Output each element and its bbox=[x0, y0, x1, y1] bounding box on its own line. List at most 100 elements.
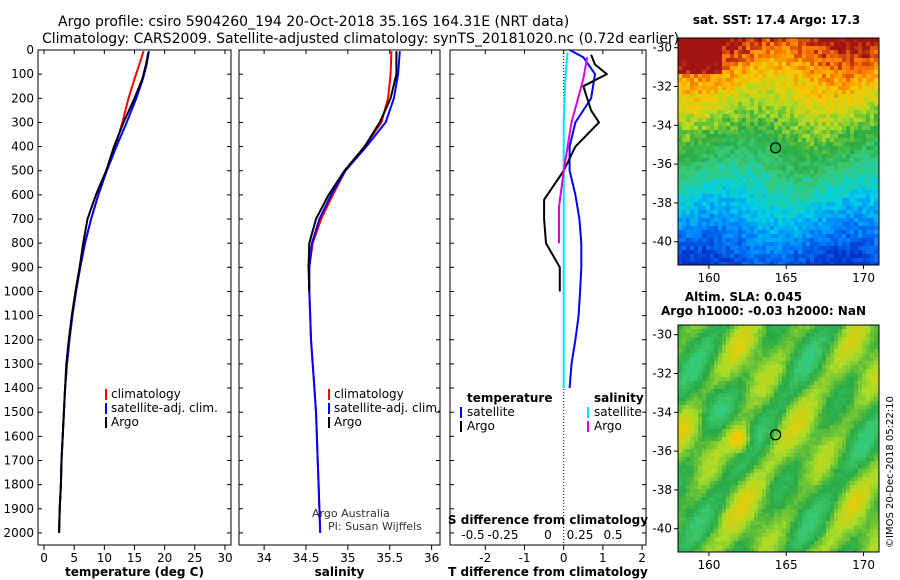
legend-label: satellite bbox=[594, 405, 642, 419]
x-tick-label: 35.5 bbox=[376, 551, 403, 565]
y-tick-label: 1800 bbox=[3, 478, 34, 492]
map-frame bbox=[677, 37, 880, 266]
x-tick-label: 10 bbox=[97, 551, 112, 565]
x-tick-label: 2 bbox=[638, 551, 646, 565]
x-axis-label: T difference from climatology bbox=[448, 565, 648, 579]
y-tick-label: 900 bbox=[11, 260, 34, 274]
s-tick-label: 0.5 bbox=[603, 528, 622, 542]
temperature-panel: 0100200300400500600700800900100011001200… bbox=[3, 43, 232, 579]
map-x-tick-label: 165 bbox=[775, 558, 798, 572]
map-y-tick-label: -34 bbox=[652, 405, 672, 419]
x-tick-label: 0 bbox=[40, 551, 48, 565]
map-y-tick-label: -32 bbox=[652, 367, 672, 381]
y-tick-label: 100 bbox=[11, 67, 34, 81]
x-tick-label: 25 bbox=[187, 551, 202, 565]
map-x-tick-label: 170 bbox=[852, 558, 875, 572]
float-location-marker bbox=[769, 429, 782, 441]
map-y-tick-label: -30 bbox=[652, 41, 672, 55]
y-tick-label: 700 bbox=[11, 212, 34, 226]
y-tick-label: 800 bbox=[11, 236, 34, 250]
y-tick-label: 2000 bbox=[3, 526, 34, 540]
series-line bbox=[568, 49, 596, 389]
map-y-tick-label: -30 bbox=[652, 328, 672, 342]
legend-title-salinity: salinity bbox=[594, 391, 644, 405]
map-y-tick-label: -40 bbox=[652, 235, 672, 249]
y-tick-label: 1400 bbox=[3, 381, 34, 395]
x-tick-label: 35 bbox=[340, 551, 355, 565]
series-line bbox=[562, 52, 569, 388]
legend-label: Argo bbox=[467, 419, 495, 433]
y-tick-label: 1700 bbox=[3, 453, 34, 467]
s-tick-label: 0.25 bbox=[567, 528, 594, 542]
x-tick-label: 0 bbox=[560, 551, 568, 565]
map-y-tick-label: -36 bbox=[652, 157, 672, 171]
map-x-tick-label: 170 bbox=[852, 271, 875, 285]
sla-map: -30 -32 -34 -36 -38 -40 160 165 170 Altim. SLA: 0… bbox=[652, 290, 880, 572]
series-line bbox=[543, 54, 608, 292]
difference-panel: -2 -1 0 1 2T difference from climatology temp… bbox=[448, 49, 648, 579]
map-x-tick-label: 160 bbox=[697, 271, 720, 285]
y-tick-label: 1600 bbox=[3, 429, 34, 443]
x-tick-label: 5 bbox=[70, 551, 78, 565]
legend-label: Argo bbox=[111, 415, 139, 429]
s-tick-label: -0.25 bbox=[487, 528, 518, 542]
legend-label: Argo bbox=[594, 419, 622, 433]
plot-frame bbox=[238, 49, 441, 546]
y-tick-label: 1000 bbox=[3, 284, 34, 298]
map-title-line1: Altim. SLA: 0.045 bbox=[685, 290, 802, 304]
map-y-tick-label: -32 bbox=[652, 80, 672, 94]
sst-map: -30 -32 -34 -36 -38 -40 160 165 170 sat. SST: 17.… bbox=[652, 13, 880, 285]
x-tick-label: 1 bbox=[599, 551, 607, 565]
x-tick-label: 34 bbox=[256, 551, 271, 565]
y-tick-label: 0 bbox=[26, 43, 34, 57]
legend-label: satellite bbox=[467, 405, 515, 419]
y-tick-label: 500 bbox=[11, 164, 34, 178]
y-tick-label: 1100 bbox=[3, 309, 34, 323]
x-tick-label: -1 bbox=[518, 551, 530, 565]
map-pixels bbox=[678, 38, 879, 265]
series-line bbox=[558, 57, 589, 244]
map-x-tick-label: 165 bbox=[775, 271, 798, 285]
copyright-stamp: ©IMOS 20-Dec-2018 05:22:10 bbox=[885, 396, 896, 548]
x-tick-label: 30 bbox=[217, 551, 232, 565]
salinity-panel: 34 34.5 35 35.5 36 salinity climatologysatelli… bbox=[238, 49, 441, 579]
y-tick-label: 200 bbox=[11, 91, 34, 105]
map-title-line2: Argo h1000: -0.03 h2000: NaN bbox=[661, 304, 866, 318]
map-y-tick-label: -36 bbox=[652, 444, 672, 458]
legend-label: satellite-adj. clim. bbox=[334, 401, 441, 415]
x-tick-label: 20 bbox=[157, 551, 172, 565]
map-y-tick-label: -40 bbox=[652, 522, 672, 536]
x-axis-label-top: S difference from climatology bbox=[448, 513, 648, 527]
plot-frame bbox=[37, 49, 232, 546]
x-tick-label: 34.5 bbox=[293, 551, 320, 565]
y-tick-label: 400 bbox=[11, 140, 34, 154]
figure-title-line2: Climatology: CARS2009. Satellite-adjuste… bbox=[42, 31, 679, 47]
y-tick-label: 1900 bbox=[3, 502, 34, 516]
legend-title-temperature: temperature bbox=[467, 391, 552, 405]
float-location-marker bbox=[769, 142, 782, 154]
x-tick-label: 36 bbox=[424, 551, 439, 565]
map-y-tick-label: -38 bbox=[652, 483, 672, 497]
y-tick-label: 1200 bbox=[3, 333, 34, 347]
legend-label: climatology bbox=[334, 387, 404, 401]
series-line bbox=[58, 51, 150, 533]
legend-label: Argo bbox=[334, 415, 362, 429]
map-y-tick-label: -38 bbox=[652, 196, 672, 210]
plot-frame bbox=[449, 49, 647, 546]
s-tick-label: 0 bbox=[544, 528, 552, 542]
map-frame bbox=[677, 324, 880, 553]
map-pixels bbox=[678, 325, 879, 552]
map-x-tick-label: 160 bbox=[697, 558, 720, 572]
series-line bbox=[307, 51, 398, 292]
legend-label: climatology bbox=[111, 387, 181, 401]
y-tick-label: 600 bbox=[11, 188, 34, 202]
y-tick-label: 300 bbox=[11, 115, 34, 129]
x-tick-label: -2 bbox=[479, 551, 491, 565]
credit-pi: PI: Susan Wijffels bbox=[328, 520, 422, 533]
x-axis-label: temperature (deg C) bbox=[65, 565, 204, 579]
y-tick-label: 1500 bbox=[3, 405, 34, 419]
y-tick-label: 1300 bbox=[3, 357, 34, 371]
s-tick-label: -0.5 bbox=[461, 528, 484, 542]
x-tick-label: 15 bbox=[127, 551, 142, 565]
figure-title-line1: Argo profile: csiro 5904260_194 20-Oct-2… bbox=[58, 14, 569, 30]
